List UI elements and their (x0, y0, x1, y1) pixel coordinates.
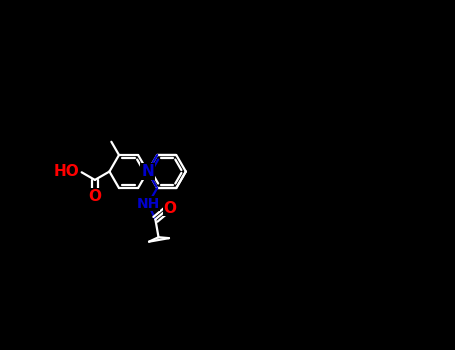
Text: O: O (88, 189, 101, 204)
Text: O: O (163, 201, 177, 216)
Text: N: N (141, 164, 154, 179)
Text: HO: HO (53, 164, 79, 179)
Text: NH: NH (136, 197, 160, 211)
